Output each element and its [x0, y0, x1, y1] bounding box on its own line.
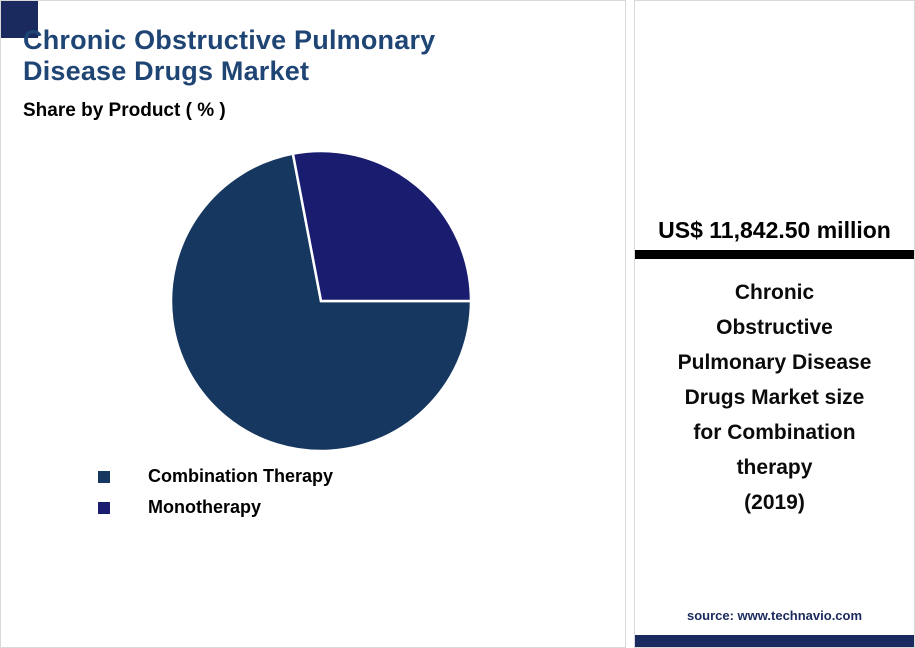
market-value: US$ 11,842.50 million	[658, 217, 891, 243]
legend-marker	[98, 470, 110, 483]
info-panel: US$ 11,842.50 million Chronic Obstructiv…	[634, 0, 915, 648]
legend-marker	[98, 501, 110, 514]
legend-label: Combination Therapy	[148, 466, 334, 486]
legend-item-combination-therapy[interactable]: Combination Therapy	[98, 461, 333, 492]
market-value-caption: Chronic Obstructive Pulmonary Disease Dr…	[635, 275, 914, 520]
bottom-accent-bar	[635, 635, 914, 647]
pie-slice-combination-therapy[interactable]	[169, 152, 473, 453]
legend-item-monotherapy[interactable]: Monotherapy	[98, 492, 333, 523]
caption-line: (2019)	[744, 491, 805, 514]
legend-label: Monotherapy	[148, 497, 262, 517]
chart-subtitle: Share by Product ( % )	[23, 100, 226, 121]
corner-accent-square	[1, 1, 38, 38]
chart-title: Chronic Obstructive Pulmonary Disease Dr…	[23, 25, 436, 86]
pie-chart	[169, 149, 473, 453]
caption-line: Chronic	[734, 281, 815, 304]
caption-line: Drugs Market size	[684, 386, 865, 409]
caption-line: therapy	[736, 456, 813, 479]
caption-line: Pulmonary Disease	[677, 351, 872, 374]
chart-panel: Chronic Obstructive Pulmonary Disease Dr…	[0, 0, 626, 648]
caption-line: for Combination	[693, 421, 856, 444]
source-text: source: www.technavio.com	[686, 608, 863, 623]
chart-legend: Combination Therapy Monotherapy	[98, 461, 333, 523]
caption-line: Obstructive	[716, 316, 833, 339]
divider-bar	[635, 250, 914, 259]
pie-slice-monotherapy[interactable]	[291, 149, 473, 303]
